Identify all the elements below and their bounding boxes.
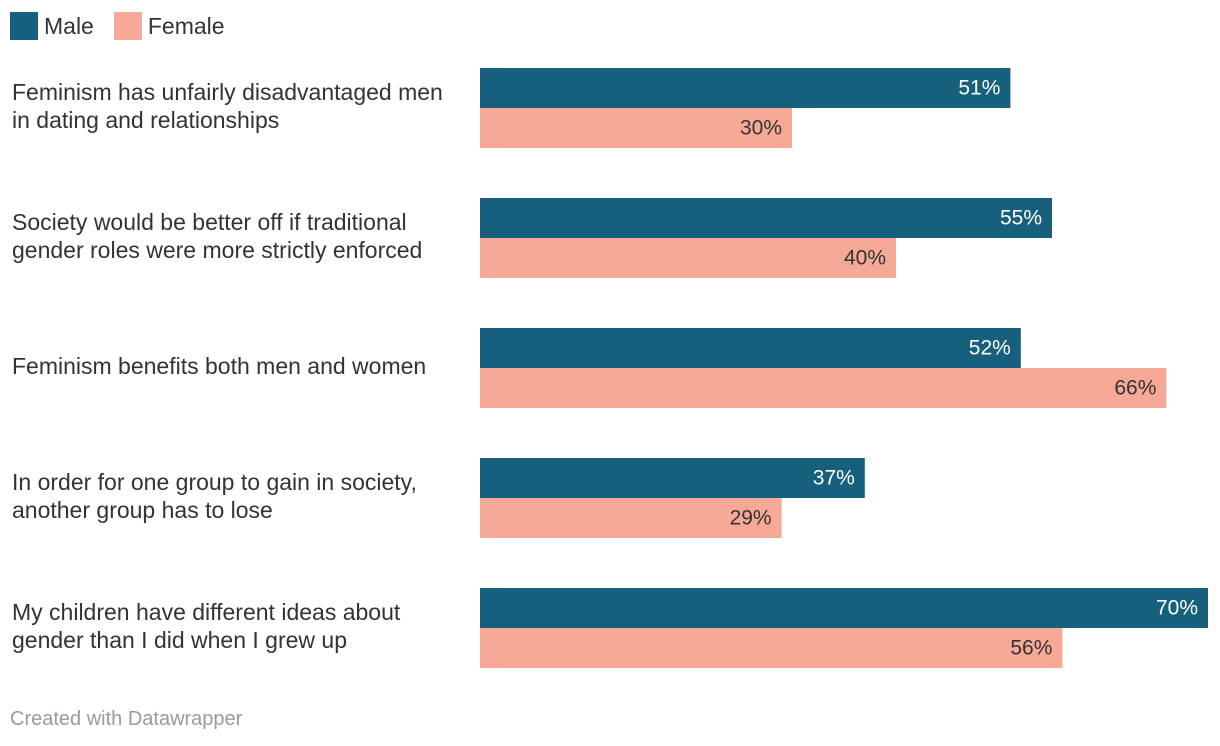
bar-female (480, 108, 792, 148)
category-label-line: Society would be better off if tradition… (12, 209, 407, 235)
footer-credit: Created with Datawrapper (10, 708, 243, 730)
category-label: Feminism benefits both men and women (12, 353, 426, 379)
legend-item-male: Male (10, 12, 94, 40)
category-label-line: in dating and relationships (12, 107, 279, 133)
value-label-male: 52% (969, 337, 1011, 360)
bar-female (480, 498, 782, 538)
value-label-female: 56% (1010, 637, 1052, 660)
value-label-male: 55% (1000, 207, 1042, 230)
legend-swatch-male (10, 12, 38, 40)
category-label-line: In order for one group to gain in societ… (12, 469, 417, 495)
bar-male (480, 198, 1052, 238)
category-label-line: another group has to lose (12, 497, 273, 523)
value-label-female: 66% (1114, 377, 1156, 400)
bar-female (480, 368, 1167, 408)
bar-male (480, 458, 865, 498)
category-label: My children have different ideas about ge… (12, 599, 401, 653)
legend-label-male: Male (44, 12, 94, 39)
bar-chart: Feminism has unfairly disadvantaged men i… (12, 68, 1208, 668)
bar-female (480, 238, 896, 278)
value-label-female: 40% (844, 247, 886, 270)
category-label: Society would be better off if tradition… (12, 209, 422, 263)
category-label: Feminism has unfairly disadvantaged men i… (12, 79, 443, 133)
category-label-line: gender roles were more strictly enforced (12, 237, 422, 263)
category-label-line: gender than I did when I grew up (12, 627, 347, 653)
legend-label-female: Female (147, 12, 225, 39)
category-label-line: My children have different ideas about (12, 599, 401, 625)
value-label-female: 29% (730, 507, 772, 530)
bar-female (480, 628, 1063, 668)
value-label-male: 51% (958, 77, 1000, 100)
bar-male (480, 588, 1208, 628)
category-label-line: Feminism has unfairly disadvantaged men (12, 79, 443, 105)
category-label-line: Feminism benefits both men and women (12, 353, 426, 379)
value-label-male: 70% (1156, 597, 1198, 620)
value-label-female: 30% (740, 117, 782, 140)
category-label: In order for one group to gain in societ… (12, 469, 417, 523)
legend: Male Female (10, 12, 245, 40)
bar-male (480, 328, 1021, 368)
bar-male (480, 68, 1011, 108)
legend-item-female: Female (113, 12, 225, 40)
value-label-male: 37% (813, 467, 855, 490)
legend-swatch-female (113, 12, 142, 40)
